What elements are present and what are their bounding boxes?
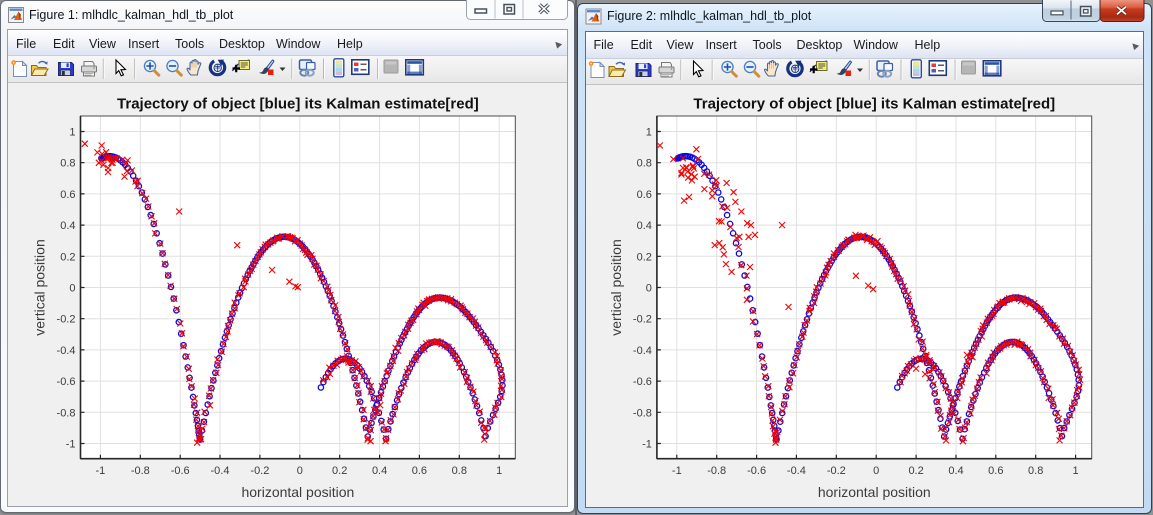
svg-text:0.8: 0.8 [1028,465,1043,477]
svg-text:-0.6: -0.6 [633,376,652,388]
svg-text:-0.6: -0.6 [57,376,76,388]
svg-text:0.4: 0.4 [637,220,652,232]
svg-text:0.8: 0.8 [637,158,652,170]
svg-text:Trajectory of object [blue] it: Trajectory of object [blue] its Kalman e… [117,96,479,113]
svg-text:0: 0 [69,283,75,295]
svg-text:-0.4: -0.4 [633,345,652,357]
svg-text:0.6: 0.6 [412,465,427,477]
svg-text:-0.2: -0.2 [57,314,76,326]
svg-text:horizontal position: horizontal position [818,484,931,500]
svg-text:0.2: 0.2 [637,251,652,263]
svg-text:0.4: 0.4 [948,465,963,477]
svg-text:0.2: 0.2 [60,251,75,263]
svg-text:0.4: 0.4 [60,220,75,232]
svg-text:-1: -1 [96,465,106,477]
svg-text:-0.2: -0.2 [250,465,269,477]
svg-text:0.2: 0.2 [332,465,347,477]
svg-text:1: 1 [646,127,652,139]
svg-text:-1: -1 [672,465,682,477]
svg-text:1: 1 [1073,465,1079,477]
svg-text:0: 0 [297,465,303,477]
svg-text:horizontal position: horizontal position [241,484,354,500]
svg-text:-0.6: -0.6 [171,465,190,477]
svg-text:-1: -1 [642,439,652,451]
svg-text:0.8: 0.8 [452,465,467,477]
svg-text:0.4: 0.4 [372,465,387,477]
svg-text:-0.8: -0.8 [633,407,652,419]
svg-text:Trajectory of object [blue] it: Trajectory of object [blue] its Kalman e… [693,96,1055,113]
svg-text:0: 0 [873,465,879,477]
svg-text:vertical position: vertical position [608,239,624,336]
svg-text:0.2: 0.2 [908,465,923,477]
svg-text:0: 0 [646,283,652,295]
svg-text:-0.8: -0.8 [57,407,76,419]
svg-text:vertical position: vertical position [32,239,48,336]
svg-text:-1: -1 [66,439,76,451]
svg-text:0.8: 0.8 [60,158,75,170]
svg-text:-0.6: -0.6 [747,465,766,477]
svg-text:-0.2: -0.2 [633,314,652,326]
svg-text:-0.2: -0.2 [827,465,846,477]
svg-text:-0.4: -0.4 [787,465,806,477]
svg-text:-0.8: -0.8 [131,465,150,477]
svg-text:-0.4: -0.4 [57,345,76,357]
svg-text:0.6: 0.6 [637,189,652,201]
svg-text:0.6: 0.6 [988,465,1003,477]
svg-text:-0.4: -0.4 [211,465,230,477]
svg-text:0.6: 0.6 [60,189,75,201]
svg-text:1: 1 [69,127,75,139]
svg-text:-0.8: -0.8 [707,465,726,477]
svg-text:1: 1 [496,465,502,477]
